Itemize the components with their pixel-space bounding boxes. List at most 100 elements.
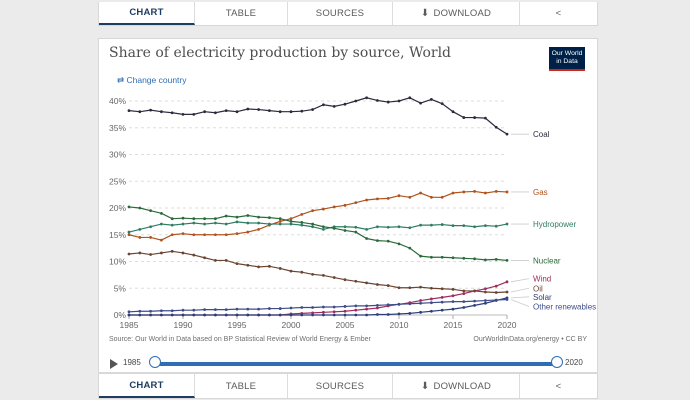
data-point (235, 110, 239, 114)
data-point (408, 195, 412, 199)
data-point (376, 306, 379, 310)
data-point (127, 313, 131, 317)
data-point (494, 125, 498, 129)
data-point (354, 225, 358, 229)
data-point (300, 223, 304, 227)
data-point (484, 191, 487, 195)
data-point (192, 112, 196, 116)
data-point (149, 209, 152, 213)
data-point (138, 110, 142, 114)
series-line-other-renewables (128, 298, 508, 313)
data-point (440, 195, 444, 199)
data-point (160, 309, 163, 313)
series-label: Hydropower (533, 220, 576, 229)
series-line-hydropower (128, 221, 508, 233)
download-icon: ⬇ (420, 8, 430, 19)
data-point (289, 306, 293, 310)
data-point (181, 222, 185, 226)
data-point (127, 252, 131, 256)
series-label: Oil (533, 284, 543, 293)
share-button-bottom[interactable]: < (520, 374, 597, 398)
series-line-oil (128, 250, 508, 294)
data-point (268, 222, 271, 226)
owid-logo[interactable]: Our World in Data (549, 47, 585, 71)
data-point (278, 307, 282, 310)
data-point (300, 270, 304, 274)
data-point (192, 217, 196, 221)
data-point (462, 190, 466, 194)
series-line-gas (128, 190, 508, 241)
tab-chart-bottom[interactable]: CHART (99, 374, 195, 398)
data-point (149, 313, 152, 317)
data-point (235, 232, 239, 236)
data-point (484, 224, 487, 228)
x-tick-label: 1985 (120, 320, 139, 330)
data-point (484, 287, 487, 291)
data-point (246, 313, 250, 317)
data-point (473, 225, 476, 229)
data-point (214, 233, 217, 237)
data-point (235, 307, 239, 311)
tab-table-bottom[interactable]: TABLE (195, 374, 288, 398)
data-point (160, 251, 163, 255)
credit-link[interactable]: OurWorldInData.org/energy • CC BY (473, 336, 587, 343)
data-point (181, 308, 185, 312)
data-point (224, 109, 228, 113)
data-point (224, 222, 228, 226)
data-point (408, 246, 412, 250)
data-point (289, 269, 293, 273)
y-tick-label: 10% (109, 257, 126, 267)
x-tick-label: 2015 (444, 320, 463, 330)
tab-sources-bottom[interactable]: SOURCES (288, 374, 393, 398)
data-point (203, 256, 206, 260)
series-label: Solar (533, 293, 552, 302)
tab-download-bottom[interactable]: ⬇ DOWNLOAD (393, 374, 520, 398)
data-point (505, 132, 509, 136)
tab-chart[interactable]: CHART (99, 2, 195, 25)
download-icon: ⬇ (420, 380, 430, 392)
legend-connector (510, 278, 530, 283)
data-point (160, 313, 163, 317)
data-point (278, 267, 282, 270)
data-point (505, 259, 509, 262)
data-point (397, 225, 401, 229)
data-point (419, 191, 422, 195)
share-button[interactable]: < (520, 2, 597, 25)
data-point (365, 96, 368, 100)
timeline-start-handle[interactable] (149, 356, 161, 368)
y-tick-label: 5% (114, 283, 127, 293)
y-tick-label: 15% (109, 230, 126, 240)
data-point (365, 307, 368, 311)
data-point (408, 311, 412, 315)
data-point (332, 205, 336, 209)
data-point (257, 313, 260, 317)
tab-table[interactable]: TABLE (195, 2, 288, 25)
data-point (462, 300, 466, 304)
data-point (278, 217, 282, 221)
data-point (278, 110, 282, 114)
data-point (311, 313, 314, 317)
data-point (203, 110, 206, 114)
tab-sources[interactable]: SOURCES (288, 2, 393, 25)
line-chart: 0% 5% 10% 15% 20% 25% 30% 35% 40% 1985 1990 1995 200… (109, 96, 596, 330)
data-point (246, 107, 250, 111)
data-point (322, 207, 325, 211)
data-point (376, 197, 379, 201)
data-point (343, 102, 347, 106)
timeline-end-handle[interactable] (551, 356, 563, 368)
tab-download[interactable]: ⬇ DOWNLOAD (393, 2, 520, 25)
y-tick-label: 35% (109, 123, 126, 133)
legend-connector (510, 287, 530, 293)
data-point (257, 108, 260, 111)
data-point (343, 278, 347, 282)
data-point (451, 110, 455, 114)
legend-connector (510, 299, 530, 307)
change-country-button[interactable]: ⇄ Change country (117, 75, 187, 86)
data-point (170, 217, 174, 221)
x-tick-label: 2010 (390, 320, 409, 330)
data-point (138, 313, 142, 317)
timeline-track[interactable] (155, 362, 557, 366)
data-point (127, 205, 131, 209)
play-button[interactable] (110, 359, 118, 369)
data-point (322, 103, 325, 107)
